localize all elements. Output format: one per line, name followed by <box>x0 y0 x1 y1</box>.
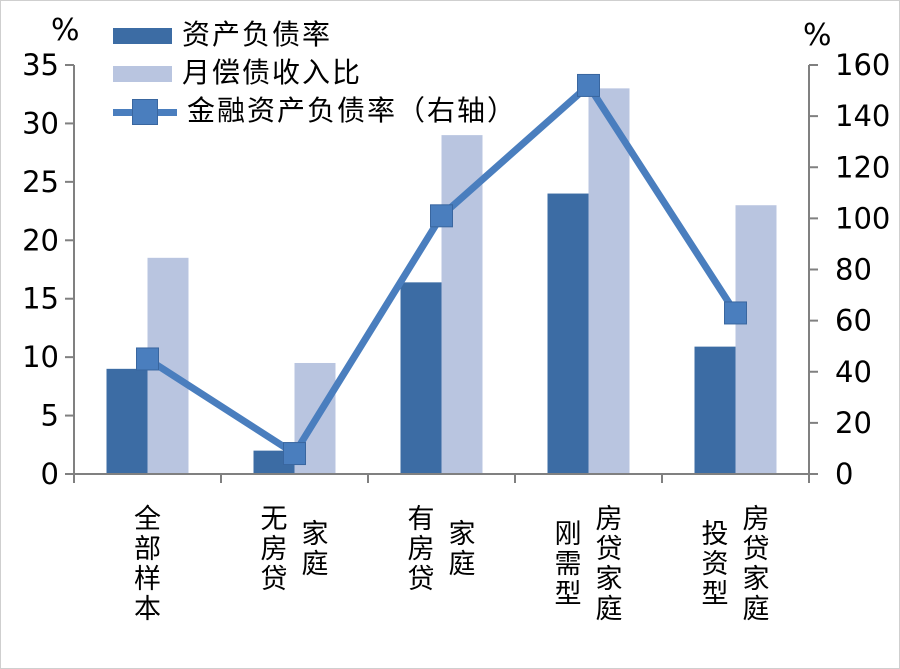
bar <box>588 88 630 474</box>
category-label-char: 有 <box>408 504 435 534</box>
right-axis-tick-label: 60 <box>835 304 872 338</box>
legend-swatch-dark-bar <box>113 28 172 44</box>
category-label-char: 家 <box>596 564 623 594</box>
line-series <box>136 73 747 466</box>
bar <box>106 368 148 474</box>
legend-label-financial-asset-debt-ratio: 金融资产负债率（右轴） <box>187 96 518 127</box>
bar <box>694 346 736 474</box>
category-label-char: 型 <box>555 579 582 609</box>
category-label-char: 贷 <box>408 564 435 594</box>
left-axis-unit-label: % <box>51 13 80 48</box>
bar <box>441 135 483 474</box>
category-label-char: 本 <box>134 594 161 624</box>
category-label-char: 房 <box>261 534 288 564</box>
category-label-char: 投 <box>702 519 729 549</box>
left-axis-tick-label: 5 <box>41 399 59 433</box>
category-label-char: 贷 <box>743 534 770 564</box>
left-axis-tick-label: 10 <box>22 340 59 374</box>
category-label-char: 刚 <box>555 519 582 549</box>
left-axis-tick-label: 20 <box>22 223 59 257</box>
category-label-char: 庭 <box>743 594 770 624</box>
legend-label-asset-debt-ratio: 资产负债率 <box>182 20 333 51</box>
axis-tick-labels: 0 5 10 15 20 25 30 35 0 20 40 60 80 100 120 140 160 <box>22 48 890 491</box>
right-axis-tick-label: 20 <box>835 406 872 440</box>
left-axis-tick-label: 15 <box>22 282 59 316</box>
legend-square-marker-icon <box>132 99 158 125</box>
category-label-char: 房 <box>408 534 435 564</box>
right-axis-tick-label: 80 <box>835 253 872 287</box>
bar <box>735 205 777 474</box>
legend-swatch-light-bar <box>113 66 172 82</box>
square-marker <box>283 442 306 466</box>
left-axis-tick-label: 35 <box>22 48 59 82</box>
category-label-char: 房 <box>743 504 770 534</box>
bar <box>400 282 442 474</box>
category-label-char: 资 <box>702 549 729 579</box>
bar-series-group <box>106 88 777 475</box>
axes <box>65 64 818 483</box>
square-marker <box>430 204 453 228</box>
category-label-char: 需 <box>555 549 582 579</box>
square-marker <box>724 301 747 325</box>
category-label-char: 庭 <box>302 549 329 579</box>
category-label-char: 家 <box>743 564 770 594</box>
category-label-char: 家 <box>302 519 329 549</box>
right-axis-unit-label: % <box>803 18 832 53</box>
legend-item-financial-asset-debt-ratio: 金融资产负债率（右轴） <box>113 93 517 131</box>
category-label-char: 房 <box>596 504 623 534</box>
bar-series-0 <box>106 193 736 475</box>
left-axis-tick-label: 25 <box>22 165 59 199</box>
legend-item-asset-debt-ratio: 资产负债率 <box>113 17 517 55</box>
left-axis-tick-label: 0 <box>41 457 59 491</box>
right-axis-tick-label: 160 <box>835 48 890 82</box>
right-axis-tick-label: 0 <box>835 457 853 491</box>
category-label-char: 全 <box>134 504 161 534</box>
category-label-char: 样 <box>134 564 161 594</box>
legend: 资产负债率 月偿债收入比 金融资产负债率（右轴） <box>113 17 517 131</box>
legend-item-monthly-debt-income-ratio: 月偿债收入比 <box>113 55 517 93</box>
right-axis-tick-label: 140 <box>835 99 890 133</box>
square-marker <box>577 73 600 97</box>
legend-label-monthly-debt-income-ratio: 月偿债收入比 <box>182 58 363 89</box>
right-axis-tick-label: 120 <box>835 150 890 184</box>
category-label-char: 庭 <box>596 594 623 624</box>
category-label-char: 无 <box>261 504 288 534</box>
category-label-char: 型 <box>702 579 729 609</box>
left-axis-tick-label: 30 <box>22 106 59 140</box>
category-label-char: 庭 <box>449 549 476 579</box>
category-label-char: 部 <box>134 534 161 564</box>
category-label-char: 家 <box>449 519 476 549</box>
square-marker <box>136 347 159 371</box>
right-axis-tick-label: 100 <box>835 201 890 235</box>
category-label-char: 贷 <box>596 534 623 564</box>
category-label-char: 贷 <box>261 564 288 594</box>
right-axis-tick-label: 40 <box>835 355 872 389</box>
bar <box>547 193 589 475</box>
legend-swatch-line-marker <box>113 98 177 126</box>
